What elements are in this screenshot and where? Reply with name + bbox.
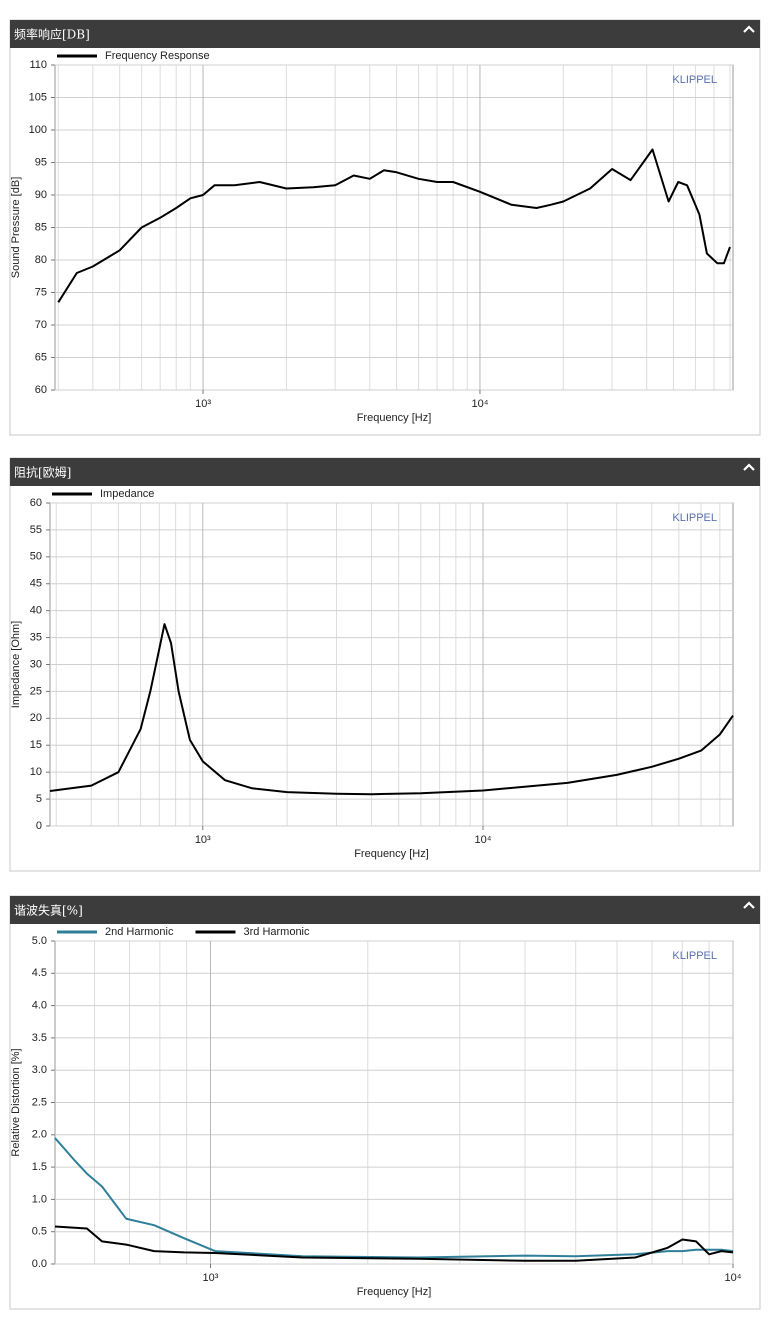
x-axis-label: Frequency [Hz] (354, 848, 429, 860)
panel-title: 阻抗[欧姆] (14, 465, 71, 480)
data-line (54, 1225, 734, 1262)
data-line (54, 1137, 734, 1259)
y-tick-label: 95 (35, 156, 47, 168)
collapse-button[interactable] (743, 901, 755, 909)
y-tick-label: 10 (30, 766, 42, 778)
y-tick-label: 55 (30, 524, 42, 536)
legend-label: 3rd Harmonic (243, 926, 310, 938)
y-tick-label: 1.0 (32, 1193, 47, 1205)
y-tick-label: 0.5 (32, 1226, 47, 1238)
y-axis-label: Relative Distortion [%] (10, 1048, 22, 1156)
y-tick-label: 1.5 (32, 1161, 47, 1173)
x-tick-label: 10³ (195, 834, 211, 846)
y-tick-label: 100 (29, 124, 47, 136)
y-axis-label: Impedance [Ohm] (10, 621, 22, 708)
x-tick-label: 10⁴ (471, 398, 488, 410)
legend-label: 2nd Harmonic (105, 926, 174, 938)
panel-header (10, 896, 760, 924)
y-tick-label: 4.5 (32, 967, 47, 979)
legend-label: Impedance (100, 488, 154, 500)
y-tick-label: 65 (35, 351, 47, 363)
y-tick-label: 110 (29, 59, 47, 71)
collapse-button[interactable] (743, 463, 755, 471)
y-axis-label: Sound Pressure [dB] (10, 177, 22, 279)
y-tick-label: 5.0 (32, 935, 47, 947)
y-tick-label: 85 (35, 221, 47, 233)
x-tick-label: 10³ (203, 1272, 219, 1284)
y-tick-label: 35 (30, 631, 42, 643)
y-tick-label: 0.0 (32, 1258, 47, 1270)
y-tick-label: 80 (35, 254, 47, 266)
data-line (57, 148, 731, 303)
y-tick-label: 0 (36, 820, 42, 832)
watermark: KLIPPEL (672, 950, 717, 962)
y-tick-label: 70 (35, 319, 47, 331)
panel-header (10, 20, 760, 48)
y-tick-label: 20 (30, 712, 42, 724)
watermark: KLIPPEL (672, 512, 717, 524)
y-tick-label: 45 (30, 578, 42, 590)
y-tick-label: 105 (29, 91, 47, 103)
collapse-button[interactable] (743, 25, 755, 33)
y-tick-label: 3.5 (32, 1032, 47, 1044)
y-tick-label: 30 (30, 658, 42, 670)
legend-label: Frequency Response (105, 50, 210, 62)
y-tick-label: 15 (30, 739, 42, 751)
y-tick-label: 75 (35, 286, 47, 298)
panel-title: 频率响应[DB] (14, 27, 90, 42)
y-tick-label: 5 (36, 793, 42, 805)
x-tick-label: 10⁴ (725, 1272, 742, 1284)
watermark: KLIPPEL (672, 74, 717, 86)
y-tick-label: 3.0 (32, 1064, 47, 1076)
panel-title: 谐波失真[%] (14, 903, 83, 918)
y-tick-label: 4.0 (32, 1000, 47, 1012)
y-tick-label: 90 (35, 189, 47, 201)
x-tick-label: 10⁴ (475, 834, 492, 846)
y-tick-label: 60 (30, 497, 42, 509)
y-tick-label: 60 (35, 384, 47, 396)
x-tick-label: 10³ (195, 398, 211, 410)
y-tick-label: 25 (30, 685, 42, 697)
y-tick-label: 2.5 (32, 1096, 47, 1108)
x-axis-label: Frequency [Hz] (357, 1286, 432, 1298)
panel-header (10, 458, 760, 486)
x-axis-label: Frequency [Hz] (357, 412, 432, 424)
y-tick-label: 2.0 (32, 1129, 47, 1141)
y-tick-label: 40 (30, 605, 42, 617)
data-line (49, 623, 734, 796)
y-tick-label: 50 (30, 551, 42, 563)
